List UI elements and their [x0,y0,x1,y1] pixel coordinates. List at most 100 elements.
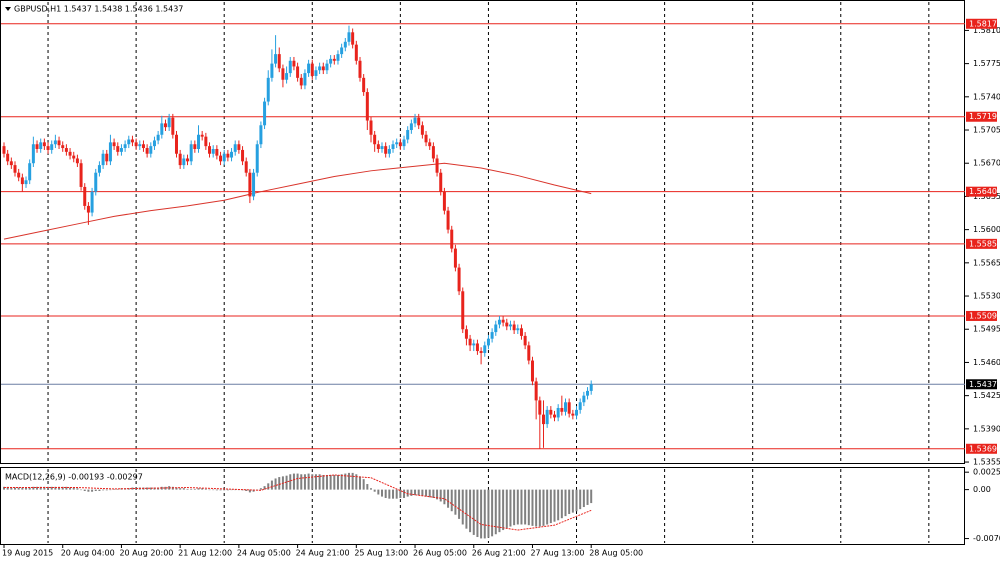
current-price-box [966,379,997,390]
candle-body [31,144,35,164]
x-tick-label: 24 Aug 05:00 [237,549,291,558]
macd-bar [80,489,83,491]
macd-bar [516,489,519,525]
candle-body [439,172,443,192]
candle-body [208,146,212,154]
candle-body [398,142,402,147]
candle-body [53,140,57,145]
macd-bar [347,472,350,490]
macd-bar [270,480,273,490]
macd-bar [542,489,545,526]
macd-bar [50,486,53,490]
x-tick-label: 28 Aug 05:00 [589,549,643,558]
candle-body [589,384,593,391]
candle-body [270,63,274,78]
macd-bar [98,489,101,492]
candle-body [204,136,208,147]
candle-body [119,148,123,152]
candle-body [424,134,428,143]
candle-body [97,165,101,173]
candle-body [362,77,366,93]
candle-body [420,125,424,135]
macd-bar [14,487,17,490]
macd-bar [377,489,380,495]
macd-bar [215,489,218,491]
chart-title: GBPUSD,H1 1.5437 1.5438 1.5436 1.5437 [14,5,183,14]
macd-bar [439,489,442,502]
macd-bar [384,489,387,498]
candle-body [329,58,333,64]
candle-body [156,134,160,141]
candle-body [494,324,498,333]
macd-bar [36,486,39,490]
candle-body [310,63,314,76]
x-tick-label: 19 Aug 2015 [2,549,53,558]
candle-body [296,66,300,78]
level-label: 1.5640 [969,187,997,196]
candle-body [549,409,553,415]
macd-bar [311,474,314,490]
candle-body [373,134,377,145]
macd-bar [366,484,369,490]
candle-body [20,177,24,185]
candle-body [28,163,32,181]
y-tick-label: 1.5775 [973,59,1000,68]
candle-body [431,146,435,159]
candle-body [35,144,39,149]
macd-bar [17,487,20,490]
macd-bar [58,486,61,490]
candle-body [61,145,65,149]
x-tick-label: 27 Aug 13:00 [530,549,584,558]
candle-body [578,402,582,410]
candle-body [167,117,171,128]
macd-bar [193,488,196,490]
macd-bar [373,489,376,492]
candle-body [57,140,61,146]
macd-bar [344,473,347,490]
macd-bar [54,486,57,490]
macd-bar [83,489,86,492]
y-tick-label: 1.5810 [973,26,1000,35]
level-label-box [966,310,997,321]
macd-bar [491,489,494,537]
candle-body [266,77,270,102]
candle-body [406,130,410,140]
macd-bar [6,486,9,490]
macd-bar [425,489,428,497]
y-tick-label: 1.5390 [973,424,1000,433]
macd-bar [535,489,538,527]
candle-body [413,117,417,124]
candle-body [211,148,215,154]
candle-body [582,395,586,403]
y-tick-label: 1.5705 [973,126,1000,135]
candle-body [24,180,28,185]
macd-bar [303,474,306,490]
candle-body [409,123,413,131]
candle-body [138,144,142,147]
candle-body [186,158,189,162]
macd-bar [370,488,372,490]
candle-body [215,148,219,156]
candle-body [340,47,344,55]
y-tick-label: 1.5460 [973,358,1000,367]
candle-body [127,139,131,145]
macd-bar [454,489,457,515]
candle-body [189,144,193,162]
macd-bar [204,488,207,490]
macd-bar [10,487,13,490]
candle-body [446,210,450,230]
candle-body [358,60,362,78]
macd-bar [263,486,266,490]
candle-body [108,142,112,162]
macd-bar [43,486,46,490]
macd-bar [102,489,105,491]
macd-bar [226,489,229,491]
y-tick-label: 1.5740 [973,92,1000,101]
macd-bar [47,486,50,490]
macd-bar [406,489,409,497]
candle-body [365,92,369,121]
macd-bar [579,489,582,510]
macd-bar [340,474,343,490]
macd-bar [358,476,361,490]
